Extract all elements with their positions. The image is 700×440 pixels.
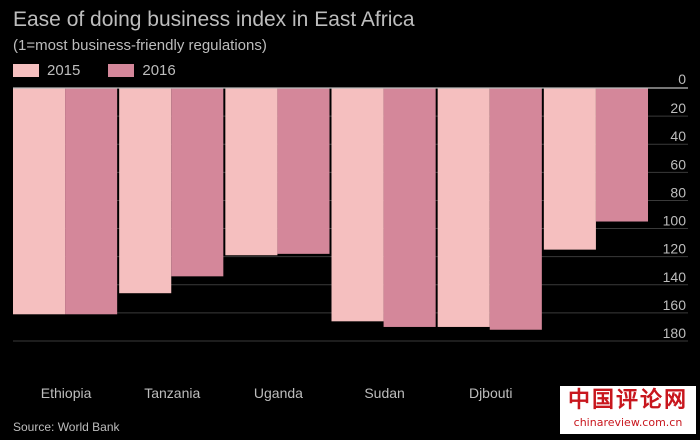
bar-ethiopia-2016 bbox=[65, 88, 118, 315]
legend: 2015 2016 bbox=[13, 62, 204, 79]
x-tick-label-ethiopia: Ethiopia bbox=[41, 385, 92, 401]
watermark-url: chinareview.com.cn bbox=[573, 416, 683, 429]
y-tick-label-0: 0 bbox=[678, 71, 686, 87]
bar-tanzania-2016 bbox=[171, 88, 224, 277]
x-tick-label-djbouti: Djbouti bbox=[469, 385, 513, 401]
y-tick-label-180: 180 bbox=[663, 325, 687, 341]
watermark-text: 中国评论网 bbox=[567, 388, 688, 413]
watermark-logo: 中国评论网 chinareview.com.cn bbox=[560, 386, 696, 434]
y-tick-label-140: 140 bbox=[663, 269, 687, 285]
legend-item-2016: 2016 bbox=[108, 62, 176, 79]
x-tick-label-uganda: Uganda bbox=[254, 385, 303, 401]
y-tick-label-160: 160 bbox=[663, 297, 687, 313]
legend-item-2015: 2015 bbox=[13, 62, 80, 79]
legend-label-2016: 2016 bbox=[142, 62, 176, 79]
legend-swatch-2015 bbox=[13, 64, 39, 77]
bar-tanzania-2015 bbox=[119, 88, 172, 294]
bar-category-6-2015 bbox=[543, 88, 596, 250]
bar-djbouti-2015 bbox=[437, 88, 490, 327]
bar-category-6-2016 bbox=[595, 88, 648, 222]
source-note: Source: World Bank bbox=[13, 420, 120, 434]
bar-sudan-2015 bbox=[331, 88, 384, 322]
y-tick-label-40: 40 bbox=[670, 128, 686, 144]
x-tick-label-tanzania: Tanzania bbox=[144, 385, 200, 401]
bar-uganda-2015 bbox=[225, 88, 278, 256]
bar-uganda-2016 bbox=[277, 88, 330, 254]
bar-sudan-2016 bbox=[383, 88, 436, 327]
legend-label-2015: 2015 bbox=[47, 62, 81, 79]
bar-djbouti-2016 bbox=[489, 88, 542, 330]
y-tick-label-80: 80 bbox=[670, 184, 686, 200]
y-tick-label-120: 120 bbox=[663, 241, 687, 257]
bar-ethiopia-2015 bbox=[13, 88, 66, 315]
y-tick-label-100: 100 bbox=[663, 213, 687, 229]
y-tick-label-60: 60 bbox=[670, 156, 686, 172]
y-tick-label-20: 20 bbox=[670, 100, 686, 116]
legend-swatch-2016 bbox=[108, 64, 135, 77]
chart-title: Ease of doing business index in East Afr… bbox=[13, 8, 415, 31]
x-tick-label-sudan: Sudan bbox=[364, 385, 404, 401]
chart-subtitle: (1=most business-friendly regulations) bbox=[13, 37, 267, 54]
